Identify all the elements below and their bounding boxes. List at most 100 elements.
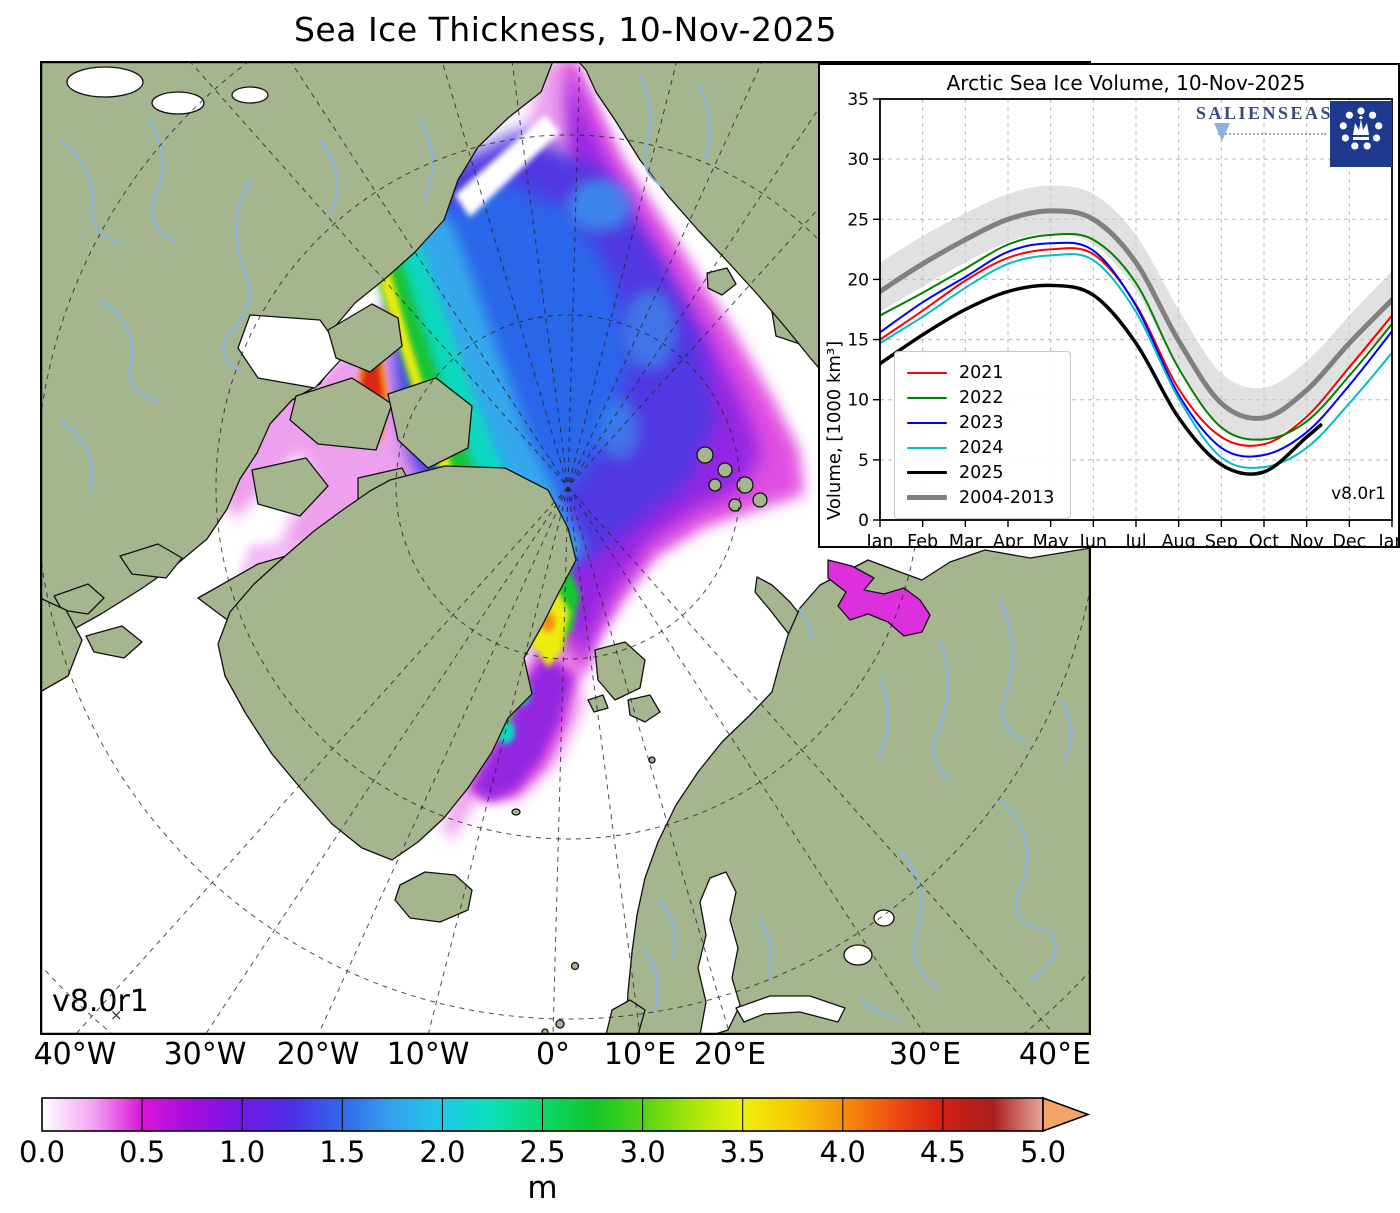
chart-series-2023 [880, 241, 1392, 458]
land-svalbard [594, 641, 646, 701]
colorbar-tick-label: 4.0 [820, 1135, 866, 1168]
legend-line-sample [907, 371, 947, 374]
gulf-of-finland [735, 995, 846, 1023]
chart-xtick-label: Jan [866, 532, 894, 546]
chart-xtick-label: Jun [1079, 532, 1107, 546]
chart-xtick-label: Mar [949, 532, 983, 546]
chart-xtick-label: Jan [1378, 532, 1398, 546]
map-cross-mark: × [110, 1006, 123, 1024]
chart-ytick-label: 30 [847, 150, 869, 170]
colorbar-tick-label: 1.5 [319, 1135, 365, 1168]
colorbar-tick-label: 3.0 [620, 1135, 666, 1168]
colorbar-tick-label: 0.0 [19, 1135, 65, 1168]
colorbar-tick-label: 0.5 [119, 1135, 165, 1168]
legend-item: 2025 [907, 460, 1054, 485]
chart-xtick-label: May [1033, 532, 1069, 546]
thickness-colorbar: 0.0 0.5 1.0 1.5 2.0 2.5 3.0 3.5 4.0 4.5 5.0 [19, 1096, 1091, 1168]
land-banks-island [327, 303, 403, 373]
legend-item: 2021 [907, 360, 1054, 385]
salienseas-logo-subtext-rule [1218, 133, 1326, 135]
lon-tick-label: 40°E [1018, 1037, 1092, 1072]
chart-ytick-label: 15 [847, 331, 869, 351]
dmi-logo [1330, 101, 1392, 167]
chart-version-label: v8.0r1 [1331, 484, 1386, 504]
legend-line-sample [907, 446, 947, 449]
legend-line-sample [907, 495, 947, 500]
lon-tick-label: 40°W [33, 1037, 117, 1072]
chart-y-axis-label: Volume, [1000 km³] [824, 340, 845, 520]
chart-series-2024 [880, 253, 1392, 469]
lon-tick-label: 30°W [163, 1037, 247, 1072]
dmi-crown-icon [1353, 116, 1369, 140]
colorbar-tick-label: 3.5 [720, 1135, 766, 1168]
chart-ytick-label: 35 [847, 90, 869, 110]
land-victoria-island [289, 377, 393, 451]
chart-axis-ticks [873, 98, 1393, 527]
salienseas-logo-text: SALIENSEAS [1196, 103, 1334, 123]
legend-label: 2022 [959, 387, 1004, 408]
longitude-axis: 40°W 30°W 20°W 10°W 0° 10°E 20°E 30°E 40°E [0, 1037, 1140, 1079]
chart-title: Arctic Sea Ice Volume, 10-Nov-2025 [946, 71, 1306, 95]
lon-tick-label: 10°W [386, 1037, 470, 1072]
chart-ytick-label: 25 [847, 210, 869, 230]
colorbar-tick-label: 2.0 [419, 1135, 465, 1168]
land-denmark [605, 999, 646, 1035]
colorbar-tick-label: 4.5 [920, 1135, 966, 1168]
legend-label: 2024 [959, 437, 1004, 458]
chart-xtick-label: Aug [1162, 532, 1196, 546]
legend-label: 2025 [959, 462, 1004, 483]
chart-xtick-label: Oct [1249, 532, 1279, 546]
legend-label: 2004-2013 [959, 487, 1055, 508]
rivers [58, 73, 1073, 1022]
chart-xtick-label: Dec [1332, 532, 1366, 546]
legend-label: 2021 [959, 362, 1004, 383]
lon-tick-label: 20°W [276, 1037, 360, 1072]
white-sea-ice [827, 559, 931, 637]
map-border [40, 61, 1091, 1035]
chart-band-2004-2013 [880, 185, 1392, 442]
lon-tick-label: 0° [535, 1037, 571, 1072]
chart-legend: 2021 2022 2023 2024 2025 2004-2013 [894, 351, 1072, 519]
legend-item: 2004-2013 [907, 485, 1054, 510]
chart-ytick-label: 10 [847, 391, 869, 411]
legend-line-sample [907, 421, 947, 424]
legend-label: 2023 [959, 412, 1004, 433]
salienseas-logo: SALIENSEAS [1196, 103, 1336, 141]
dmi-logo-dots [1339, 107, 1383, 150]
page-title: Sea Ice Thickness, 10-Nov-2025 [293, 10, 838, 49]
land-iceland [394, 871, 473, 923]
chart-xtick-label: Jul [1124, 532, 1146, 546]
legend-item: 2023 [907, 410, 1054, 435]
land-greenland [217, 465, 577, 861]
land-europe-russia [625, 547, 1091, 1035]
colorbar-tick-label: 5.0 [1020, 1135, 1066, 1168]
salienseas-iceberg-icon [1214, 123, 1230, 141]
legend-item: 2022 [907, 385, 1054, 410]
sea-ice-volume-inset: 0 5 10 15 20 25 30 35 Jan Feb Mar Apr May Jun Jul Aug Se… [818, 63, 1400, 548]
chart-xtick-label: Nov [1290, 532, 1324, 546]
chart-series-2022 [880, 232, 1392, 441]
chart-xtick-label: Feb [907, 532, 938, 546]
chart-xtick-label: Sep [1205, 532, 1238, 546]
chart-xtick-label: Apr [993, 532, 1024, 546]
colorbar-arrow [1042, 1096, 1091, 1133]
chart-ytick-label: 5 [858, 451, 869, 471]
land-ellesmere-island [387, 377, 473, 469]
colorbar-tick-label: 1.0 [219, 1135, 265, 1168]
legend-line-sample [907, 396, 947, 399]
chart-ytick-label: 0 [858, 511, 869, 531]
chart-ytick-label: 20 [847, 270, 869, 290]
gulf-of-bothnia [697, 871, 741, 1035]
chart-series-2025 [880, 283, 1323, 476]
lon-tick-label: 20°E [693, 1037, 767, 1072]
chart-series-2004-2013 [880, 208, 1392, 421]
lon-tick-label: 10°E [603, 1037, 677, 1072]
map-version-label: v8.0r1 [52, 984, 149, 1019]
legend-item: 2024 [907, 435, 1054, 460]
colorbar-tick-label: 2.5 [519, 1135, 565, 1168]
lon-tick-label: 30°E [888, 1037, 962, 1072]
legend-line-sample [907, 470, 947, 475]
land-franz-josef-land [696, 446, 768, 512]
colorbar-unit-label: m [527, 1170, 558, 1206]
